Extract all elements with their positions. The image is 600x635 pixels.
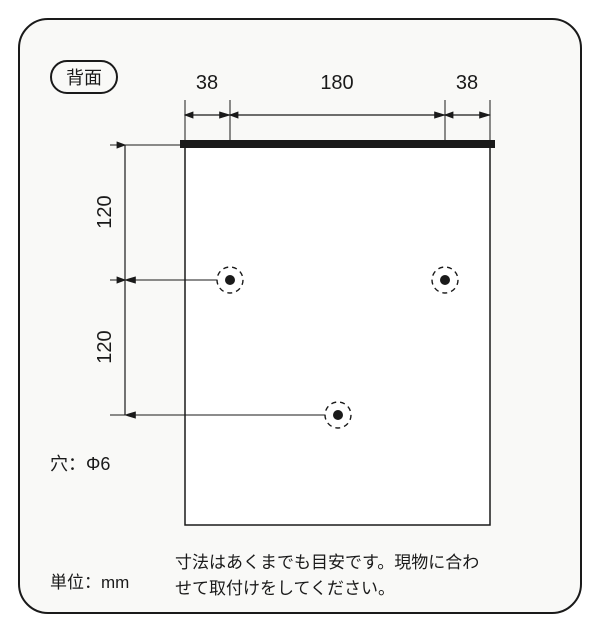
- panel-top-bar: [180, 140, 495, 148]
- panel-rect: [185, 145, 490, 525]
- dimension-svg: [20, 20, 584, 616]
- diagram-frame: 背面 38 180 38 120 120 穴：Φ6 単位：mm 寸法はあくまでも…: [18, 18, 582, 614]
